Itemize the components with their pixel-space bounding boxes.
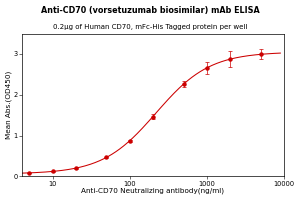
- Text: Anti-CD70 (vorsetuzumab biosimilar) mAb ELISA: Anti-CD70 (vorsetuzumab biosimilar) mAb …: [40, 6, 260, 15]
- Y-axis label: Mean Abs.(OD450): Mean Abs.(OD450): [6, 71, 12, 139]
- Text: 0.2μg of Human CD70, mFc-His Tagged protein per well: 0.2μg of Human CD70, mFc-His Tagged prot…: [53, 24, 247, 30]
- X-axis label: Anti-CD70 Neutralizing antibody(ng/ml): Anti-CD70 Neutralizing antibody(ng/ml): [81, 188, 224, 194]
